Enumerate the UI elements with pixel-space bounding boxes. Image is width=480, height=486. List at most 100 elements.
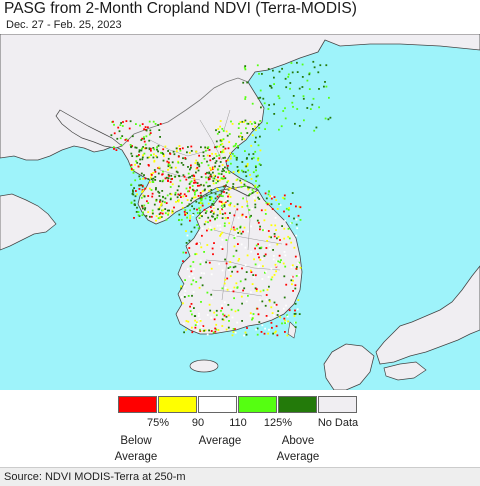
ndvi-pixel (171, 183, 174, 186)
ndvi-pixel (198, 184, 201, 187)
ndvi-pixel (135, 190, 137, 192)
ndvi-pixel (134, 146, 137, 149)
ndvi-pixel (198, 163, 200, 166)
ndvi-pixel (169, 192, 172, 195)
ndvi-pixel (278, 128, 280, 131)
ndvi-pixel (273, 76, 275, 79)
ndvi-pixel (270, 86, 273, 89)
ndvi-pixel (259, 259, 262, 261)
ndvi-pixel (206, 228, 209, 231)
ndvi-pixel (179, 192, 182, 195)
ndvi-pixel (266, 122, 268, 125)
ndvi-pixel (236, 208, 239, 211)
ndvi-pixel (293, 315, 296, 317)
ndvi-pixel (290, 222, 293, 224)
ndvi-pixel (281, 225, 283, 227)
ndvi-pixel (137, 165, 140, 168)
ndvi-pixel (199, 263, 202, 266)
ndvi-pixel (152, 177, 155, 180)
ndvi-pixel (287, 73, 290, 76)
ndvi-pixel (222, 138, 225, 141)
ndvi-pixel (258, 264, 261, 267)
ndvi-pixel (242, 289, 244, 292)
ndvi-pixel (229, 196, 232, 198)
ndvi-pixel (218, 263, 220, 265)
ndvi-pixel (206, 171, 208, 174)
ndvi-pixel (220, 309, 222, 312)
ndvi-pixel (178, 174, 180, 177)
ndvi-pixel (260, 331, 263, 333)
ndvi-pixel (261, 278, 264, 280)
ndvi-pixel (290, 266, 293, 268)
ndvi-pixel (252, 313, 255, 315)
ndvi-pixel (221, 318, 224, 321)
ndvi-pixel (187, 320, 190, 323)
ndvi-pixel (244, 119, 247, 122)
ndvi-pixel (284, 254, 287, 257)
ndvi-pixel (285, 283, 288, 286)
ndvi-pixel (198, 312, 200, 315)
ndvi-pixel (223, 205, 226, 208)
ndvi-pixel (230, 228, 233, 231)
ndvi-pixel (234, 310, 237, 313)
ndvi-pixel (137, 211, 140, 213)
ndvi-pixel (188, 275, 191, 278)
ndvi-pixel (257, 313, 260, 316)
ndvi-pixel (285, 304, 287, 307)
ndvi-pixel (201, 215, 203, 218)
ndvi-pixel (139, 163, 141, 165)
ndvi-pixel (200, 326, 203, 328)
ndvi-pixel (188, 247, 191, 249)
ndvi-pixel (197, 227, 200, 230)
ndvi-pixel (183, 175, 186, 178)
ndvi-pixel (264, 213, 267, 215)
ndvi-pixel (233, 237, 236, 239)
swatch-nodata (318, 396, 357, 413)
ndvi-pixel (226, 200, 229, 202)
ndvi-pixel (207, 221, 209, 224)
ndvi-pixel (218, 131, 221, 133)
ndvi-pixel (284, 219, 287, 222)
ndvi-pixel (319, 64, 322, 67)
ndvi-pixel (199, 209, 201, 212)
ndvi-pixel (177, 200, 180, 203)
ndvi-pixel (276, 314, 279, 316)
ndvi-pixel (181, 296, 183, 298)
jeju-island (189, 359, 219, 373)
ndvi-pixel (264, 327, 266, 330)
ndvi-pixel (245, 165, 248, 168)
ndvi-pixel (210, 168, 212, 171)
ndvi-pixel (205, 210, 208, 213)
ndvi-pixel (235, 249, 238, 252)
ndvi-pixel (294, 312, 297, 315)
ndvi-pixel (194, 162, 197, 164)
ndvi-pixel (236, 156, 238, 159)
ndvi-pixel (186, 216, 188, 219)
ndvi-pixel (160, 202, 163, 205)
ndvi-pixel (282, 196, 284, 199)
ndvi-pixel (248, 186, 251, 189)
ndvi-pixel (208, 189, 211, 192)
ndvi-pixel (221, 203, 224, 205)
ndvi-pixel (159, 217, 161, 220)
ndvi-pixel (272, 255, 275, 257)
ndvi-pixel (246, 164, 249, 167)
ndvi-pixel (232, 290, 235, 293)
ndvi-pixel (294, 302, 297, 305)
ndvi-pixel (227, 314, 230, 317)
ndvi-pixel (247, 122, 250, 125)
ndvi-pixel (271, 195, 273, 198)
source-text: Source: NDVI MODIS-Terra at 250-m (4, 471, 186, 483)
ndvi-pixel (277, 95, 280, 97)
ndvi-pixel (200, 199, 203, 202)
ndvi-pixel (318, 106, 320, 109)
ndvi-pixel (258, 256, 260, 259)
ndvi-pixel (229, 187, 232, 190)
ndvi-pixel (237, 259, 240, 262)
ndvi-pixel (256, 186, 259, 188)
ndvi-pixel (190, 270, 193, 273)
ndvi-pixel (241, 161, 244, 163)
ndvi-pixel (215, 129, 217, 132)
ndvi-pixel (167, 157, 170, 160)
ndvi-pixel (177, 185, 180, 188)
